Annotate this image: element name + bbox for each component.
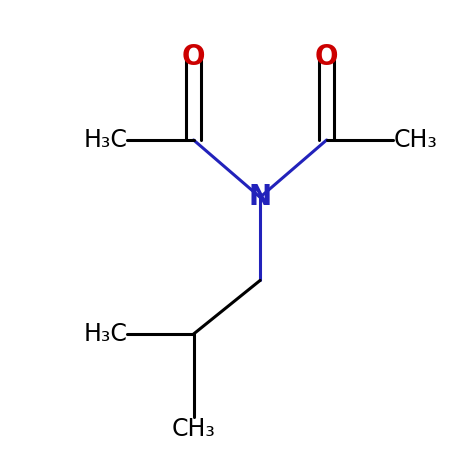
Text: O: O <box>315 43 338 71</box>
Text: H₃C: H₃C <box>83 128 127 152</box>
Text: O: O <box>182 43 205 71</box>
Text: CH₃: CH₃ <box>393 128 437 152</box>
Text: N: N <box>248 183 272 211</box>
Text: CH₃: CH₃ <box>172 417 216 441</box>
Text: H₃C: H₃C <box>83 322 127 346</box>
